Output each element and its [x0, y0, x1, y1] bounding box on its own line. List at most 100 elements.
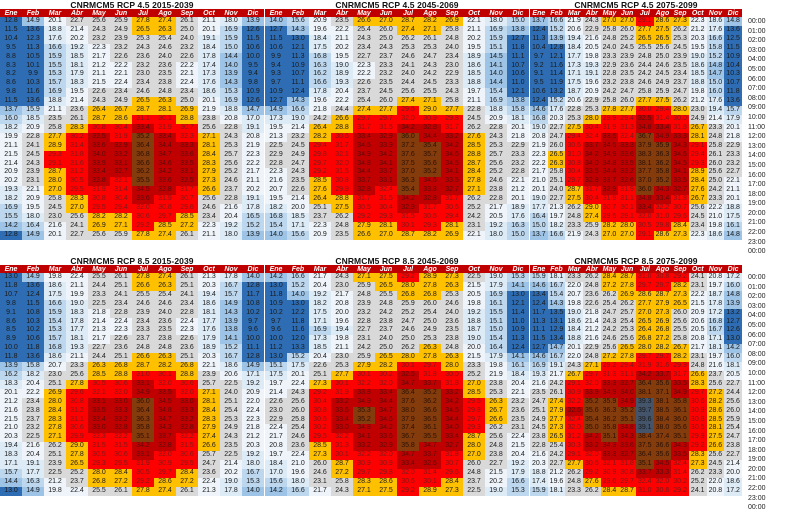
heatmap-cell: 26.3 — [154, 25, 176, 35]
heatmap-cell: 11.4 — [507, 308, 529, 318]
heatmap-cell: 29.1 — [688, 141, 707, 151]
heatmap-cell: 10.9 — [265, 299, 287, 309]
heatmap-cell: 27.1 — [419, 25, 441, 35]
heatmap-cell: 15.3 — [44, 326, 66, 336]
heatmap-cell: 14.3 — [220, 79, 242, 89]
month-header: Abr — [331, 9, 353, 17]
heatmap-cell: 19.0 — [530, 123, 548, 133]
heatmap-cell: 29.8 — [309, 150, 331, 160]
heatmap-cell: 25.2 — [220, 168, 242, 178]
heatmap-cell: 33.5 — [671, 451, 689, 461]
heatmap-cell: 24.7 — [547, 132, 566, 142]
table-row: 20.3 22.5 27.1 29.9 32.3 32.2 35.1 33.7 32.2 27.4… — [0, 433, 264, 443]
heatmap-cell: 36.4 — [397, 388, 419, 398]
heatmap-cell: 27.8 — [600, 106, 619, 115]
heatmap-cell: 27.3 — [653, 308, 672, 318]
heatmap-cell: 12.7 — [530, 344, 548, 354]
heatmap-cell: 15.0 — [530, 221, 548, 231]
heatmap-cell: 26.2 — [582, 273, 601, 282]
heatmap-cell: 28.2 — [375, 362, 397, 371]
heatmap-cell: 17.8 — [66, 317, 88, 327]
heatmap-cell: 12.4 — [530, 299, 548, 309]
heatmap-cell: 27.8 — [44, 424, 66, 434]
heatmap-cell: 34.5 — [600, 141, 619, 151]
heatmap-cell: 24.6 — [600, 335, 619, 345]
heatmap-cell: 26.1 — [66, 114, 88, 124]
heatmap-cell: 33.0 — [331, 424, 353, 434]
hour-label: 11:00 — [748, 123, 765, 131]
heatmap-cell: 21.0 — [706, 212, 725, 222]
heatmap-cell: 26.2 — [582, 486, 601, 496]
heatmap-cell: 33.7 — [419, 379, 441, 389]
heatmap-cell: 27.5 — [375, 486, 397, 496]
heatmap-cell: 19.8 — [44, 273, 66, 282]
heatmap-cell: 32.0 — [653, 477, 672, 487]
heatmap-cell: 23.0 — [441, 61, 463, 71]
heatmap-cell: 25.4 — [287, 424, 309, 434]
hour-label: 14:00 — [748, 408, 766, 416]
heatmap-cell: 19.7 — [463, 88, 485, 98]
month-header: Ene — [530, 265, 548, 273]
heatmap-cell: 30.4 — [582, 195, 601, 205]
heatmap-cell: 17.5 — [309, 308, 331, 318]
heatmap-cell: 18.0 — [22, 212, 44, 222]
heatmap-cell: 38.4 — [635, 433, 654, 443]
table-row: 14.9 16.6 21.8 24.4 27.4 27.7 29.6 29.0 27.7 22.8… — [265, 106, 529, 115]
heatmap-cell: 24.8 — [353, 290, 375, 300]
heatmap-cell: 34.8 — [600, 159, 619, 169]
heatmap-cell: 16.7 — [220, 281, 242, 291]
heatmap-cell: 33.6 — [618, 442, 636, 452]
heatmap-cell: 28.6 — [110, 114, 132, 124]
heatmap-cell: 30.9 — [688, 406, 707, 416]
table-row: 13.7 16.6 21.9 24.3 27.0 27.0 29.1 28.6 27.3 22.3… — [530, 230, 742, 240]
heatmap-cell: 24.3 — [485, 132, 507, 142]
heatmap-cell: 30.6 — [110, 451, 132, 461]
heatmap-cell: 29.2 — [397, 486, 419, 496]
heatmap-cell: 22.1 — [507, 177, 529, 187]
heatmap-cell: 35.2 — [353, 415, 375, 425]
heatmap-cell: 26.5 — [375, 353, 397, 363]
heatmap-cell: 33.4 — [353, 132, 375, 142]
heatmap-cell: 32.5 — [635, 114, 654, 124]
heatmap-cell: 15.0 — [220, 43, 242, 53]
heatmap-cell: 33.2 — [110, 150, 132, 160]
heatmap-cell: 9.7 — [265, 317, 287, 327]
month-header: Mar — [565, 265, 583, 273]
heatmap-cell: 12.8 — [242, 281, 264, 291]
heatmap-cell: 21.7 — [309, 486, 331, 496]
table-row: 18.2 20.0 25.1 27.5 30.5 30.4 32.9 31.7 30.6 25.2… — [265, 204, 529, 213]
heatmap-cell: 37.4 — [653, 433, 672, 443]
heatmap-cell: 19.6 — [309, 97, 331, 107]
heatmap-cell: 28.4 — [44, 406, 66, 416]
heatmap-cell: 34.3 — [600, 442, 619, 452]
heatmap-cell: 26.3 — [441, 281, 463, 291]
heatmap-cell: 20.8 — [706, 273, 725, 282]
heatmap-cell: 25.1 — [309, 204, 331, 213]
hour-label: 08:00 — [748, 350, 766, 358]
month-header: Ago — [653, 9, 672, 17]
heatmap-cell: 17.3 — [265, 114, 287, 124]
heatmap-cell: 12.8 — [547, 43, 566, 53]
heatmap-table: Ene Feb Mar Abr May Jun Jul Ago Sep Oct Nov Dic 14.2… — [265, 265, 529, 496]
heatmap-cell: 24.2 — [600, 326, 619, 336]
heatmap-cell: 23.4 — [110, 88, 132, 98]
heatmap-cell: 26.9 — [441, 230, 463, 240]
heatmap-cell: 24.4 — [635, 61, 654, 71]
heatmap-cell: 16.7 — [547, 281, 566, 291]
heatmap-cell: 23.7 — [706, 370, 725, 380]
heatmap-cell: 28.9 — [44, 141, 66, 151]
heatmap-cell: 25.5 — [419, 88, 441, 98]
heatmap-cell: 14.2 — [265, 273, 287, 282]
heatmap-cell: 25.2 — [688, 477, 707, 487]
heatmap-cell: 32.8 — [88, 177, 110, 187]
heatmap-cell: 26.0 — [419, 299, 441, 309]
heatmap-cell: 17.6 — [198, 79, 220, 89]
heatmap-cell: 27.3 — [309, 451, 331, 461]
heatmap-cell: 20.4 — [309, 353, 331, 363]
heatmap-cell: 21.7 — [547, 370, 566, 380]
heatmap-cell: 25.6 — [706, 168, 725, 178]
heatmap-cell: 34.1 — [671, 168, 689, 178]
table-row: 11.3 13.9 19.4 21.6 24.8 25.2 26.5 26.5 25.3 20.3… — [530, 34, 742, 44]
heatmap-cell: 14.0 — [220, 61, 242, 71]
heatmap-cell: 23.7 — [132, 335, 154, 345]
